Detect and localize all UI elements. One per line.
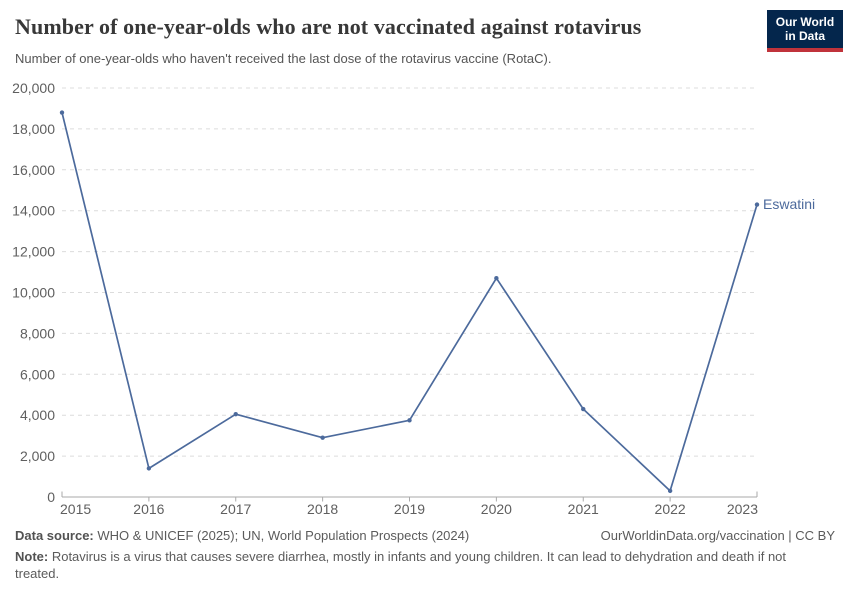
license-link[interactable]: OurWorldinData.org/vaccination | CC BY [600, 528, 835, 543]
data-point[interactable] [667, 488, 673, 494]
note-text: Rotavirus is a virus that causes severe … [15, 549, 787, 581]
data-point[interactable] [581, 406, 586, 412]
series-line-eswatini[interactable] [61, 111, 758, 492]
series-end-label[interactable]: Eswatini [763, 196, 815, 212]
data-point[interactable] [320, 435, 325, 440]
data-point[interactable] [754, 202, 760, 207]
y-axis-tick-label: 4,000 [20, 407, 55, 423]
y-axis-tick-label: 6,000 [20, 366, 55, 382]
owid-logo-line1: Our World [775, 14, 835, 29]
chart-note: Note: Rotavirus is a virus that causes s… [15, 549, 803, 582]
y-axis-tick-label: 2,000 [20, 448, 55, 464]
x-axis-tick-label: 2015 [60, 501, 91, 517]
x-axis-tick-label: 2018 [307, 501, 338, 517]
y-axis-tick-label: 18,000 [12, 121, 55, 137]
y-axis-tick-label: 16,000 [12, 162, 55, 178]
data-source-text: WHO & UNICEF (2025); UN, World Populatio… [93, 528, 470, 543]
x-axis-tick-label: 2020 [481, 501, 512, 517]
y-axis-tick-label: 8,000 [20, 325, 55, 341]
x-axis-tick-label: 2019 [394, 501, 425, 517]
data-source-label: Data source: [15, 528, 94, 543]
chart-footer: Data source: WHO & UNICEF (2025); UN, Wo… [15, 528, 835, 582]
y-axis-tick-label: 20,000 [12, 80, 55, 96]
x-axis-tick-label: 2016 [133, 501, 164, 517]
data-point[interactable] [494, 275, 499, 281]
y-axis-tick-label: 12,000 [12, 244, 55, 260]
x-axis-tick-label: 2023 [727, 501, 758, 517]
y-axis-tick-label: 0 [47, 489, 55, 505]
line-chart[interactable]: 0 2,000 4,000 6,000 8,000 10,000 12,000 14,000 1… [0, 0, 850, 530]
note-label: Note: [15, 549, 49, 564]
x-axis-tick-label: 2022 [655, 501, 686, 517]
y-axis-tick-label: 14,000 [12, 203, 55, 219]
owid-logo-line2: in Data [784, 29, 825, 43]
x-axis-tick-label: 2017 [220, 501, 251, 517]
data-point[interactable] [407, 418, 412, 423]
owid-logo: Our World in Data [767, 10, 843, 52]
data-source: Data source: WHO & UNICEF (2025); UN, Wo… [15, 528, 469, 543]
data-point[interactable] [59, 110, 65, 115]
y-axis-tick-label: 10,000 [12, 285, 55, 301]
data-point[interactable] [233, 411, 238, 417]
data-point[interactable] [146, 466, 152, 471]
chart-subtitle: Number of one-year-olds who haven't rece… [15, 51, 552, 66]
page-title: Number of one-year-olds who are not vacc… [15, 14, 642, 39]
x-axis-tick-label: 2021 [568, 501, 599, 517]
